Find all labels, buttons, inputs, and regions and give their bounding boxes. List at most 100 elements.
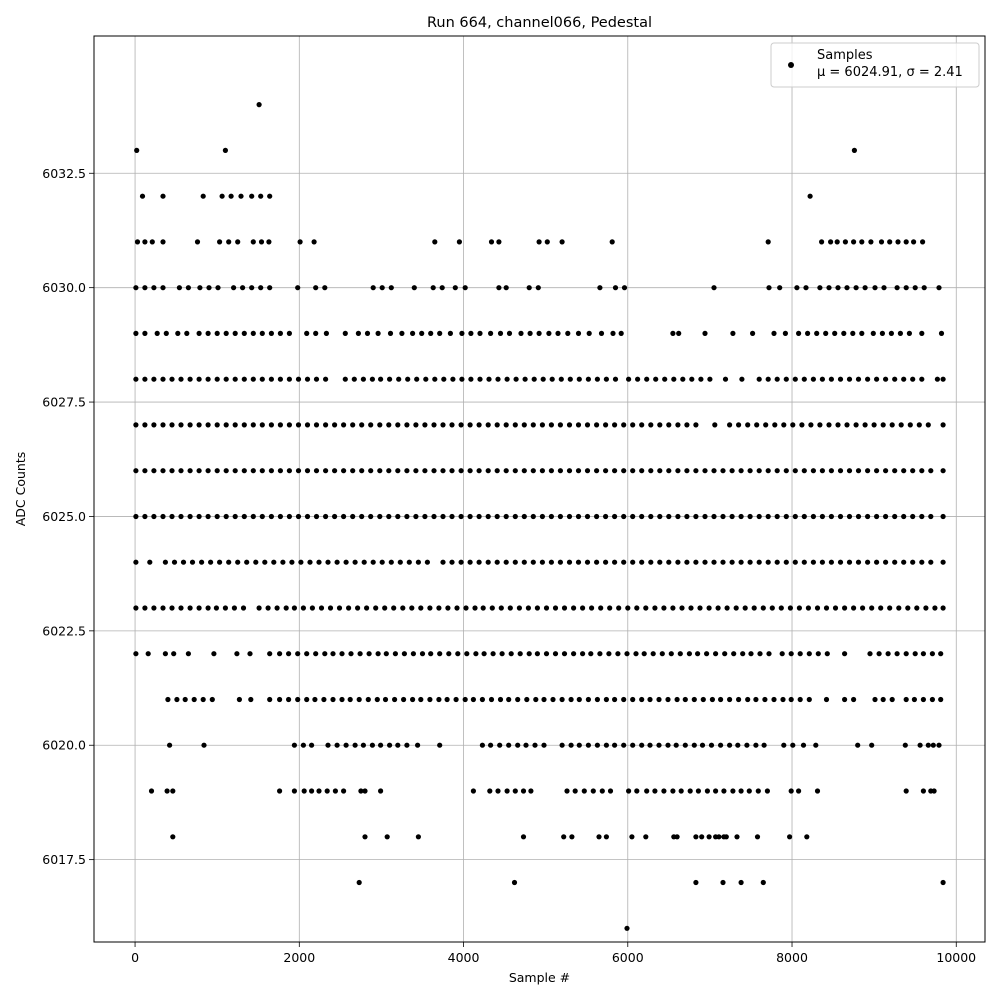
data-point	[686, 651, 693, 657]
data-point	[739, 376, 745, 382]
data-point	[889, 422, 895, 428]
data-point	[378, 788, 384, 794]
y-axis-ticks: 6017.5 6020.0 6022.5 6025.0 6027.5 6030.0 6032…	[42, 166, 94, 867]
data-point	[536, 239, 542, 245]
data-point	[925, 422, 931, 428]
data-point	[313, 468, 320, 474]
data-point	[907, 422, 913, 428]
data-point	[368, 422, 374, 428]
data-point	[377, 468, 383, 474]
data-point	[895, 239, 901, 245]
data-point	[485, 422, 491, 428]
data-point	[178, 605, 184, 611]
data-point	[359, 468, 365, 474]
data-point	[810, 559, 817, 565]
data-point	[575, 330, 582, 336]
data-point	[343, 742, 349, 748]
data-point	[756, 513, 762, 520]
data-point	[490, 651, 496, 657]
data-point	[437, 742, 443, 748]
data-point	[535, 285, 541, 291]
data-point	[277, 376, 283, 382]
data-point	[151, 605, 157, 611]
data-point	[343, 559, 349, 565]
data-point	[274, 605, 280, 611]
data-point	[903, 651, 909, 657]
data-point	[351, 376, 357, 382]
data-point	[713, 788, 719, 794]
data-point	[794, 285, 800, 291]
data-point	[763, 422, 769, 428]
data-point	[571, 651, 577, 657]
data-point	[936, 285, 942, 291]
data-point	[258, 285, 264, 291]
data-point	[488, 239, 495, 245]
data-point	[256, 102, 262, 108]
data-point	[744, 742, 750, 748]
data-point	[919, 559, 925, 565]
data-point	[539, 422, 546, 428]
data-point	[647, 696, 653, 703]
data-point	[799, 422, 805, 428]
data-point	[665, 696, 671, 703]
data-point	[342, 376, 348, 382]
data-point	[185, 651, 191, 657]
data-point	[684, 559, 690, 565]
data-point	[920, 651, 927, 657]
data-point	[621, 422, 627, 428]
data-point	[142, 376, 148, 382]
data-point	[929, 651, 936, 657]
data-point	[295, 376, 302, 382]
data-point	[169, 468, 175, 474]
data-point	[585, 742, 592, 748]
data-point	[217, 559, 223, 565]
data-point	[258, 239, 265, 245]
data-point	[180, 559, 187, 565]
data-point	[695, 788, 702, 794]
data-point	[870, 330, 876, 336]
data-point	[171, 559, 178, 565]
data-point	[718, 696, 724, 703]
data-point	[160, 376, 166, 382]
data-point	[810, 376, 817, 382]
data-point	[234, 651, 240, 657]
data-point	[488, 696, 495, 703]
data-point	[240, 285, 246, 291]
data-point	[549, 376, 555, 382]
data-point	[662, 376, 668, 382]
x-tick-label: 2000	[283, 950, 315, 965]
data-point	[277, 330, 283, 336]
data-point	[584, 422, 591, 428]
data-point	[169, 422, 175, 428]
data-point	[409, 605, 415, 611]
data-point	[650, 651, 656, 657]
data-point	[787, 605, 794, 611]
data-point	[160, 513, 166, 520]
data-point	[883, 559, 889, 565]
data-point	[819, 468, 826, 474]
data-point	[217, 239, 223, 245]
data-point	[575, 513, 582, 520]
data-point	[704, 788, 711, 794]
data-point	[386, 513, 392, 520]
data-point	[289, 559, 295, 565]
data-point	[226, 559, 232, 565]
data-point	[566, 468, 573, 474]
data-point	[134, 239, 141, 245]
data-point	[905, 605, 911, 611]
data-point	[561, 651, 568, 657]
data-point	[796, 330, 802, 336]
data-point	[888, 330, 895, 336]
data-point	[205, 605, 211, 611]
data-point	[364, 605, 370, 611]
data-point	[458, 513, 464, 520]
data-point	[564, 788, 570, 794]
data-point	[316, 559, 322, 565]
data-point	[771, 696, 777, 703]
data-point	[780, 696, 786, 703]
data-point	[219, 193, 225, 199]
data-point	[657, 513, 663, 520]
data-point	[585, 696, 592, 703]
data-point	[621, 285, 628, 291]
data-point	[360, 742, 366, 748]
